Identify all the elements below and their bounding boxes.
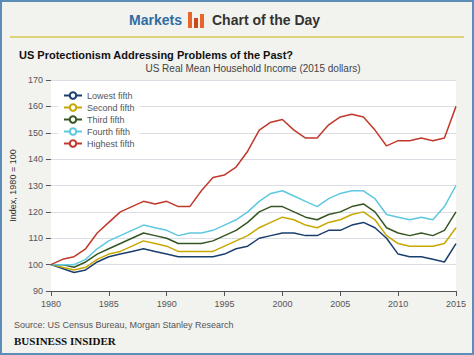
svg-text:Lowest fifth: Lowest fifth — [87, 91, 133, 101]
svg-text:Fourth fifth: Fourth fifth — [87, 127, 130, 137]
svg-text:US Protectionism Addressing Pr: US Protectionism Addressing Problems of … — [19, 49, 293, 61]
svg-text:110: 110 — [29, 233, 43, 243]
svg-text:2010: 2010 — [388, 299, 408, 309]
svg-text:US Real Mean Household Income: US Real Mean Household Income (2015 doll… — [145, 63, 360, 74]
svg-text:Source: US Census Bureau, Morg: Source: US Census Bureau, Morgan Stanley… — [14, 320, 234, 330]
svg-text:Third fifth: Third fifth — [87, 115, 125, 125]
svg-text:Index, 1980 = 100: Index, 1980 = 100 — [8, 149, 18, 221]
svg-text:Second fifth: Second fifth — [87, 103, 135, 113]
svg-text:160: 160 — [28, 101, 43, 111]
svg-text:90: 90 — [33, 286, 43, 296]
svg-text:1980: 1980 — [41, 299, 61, 309]
svg-text:150: 150 — [28, 128, 43, 138]
svg-text:170: 170 — [28, 75, 43, 85]
svg-text:120: 120 — [28, 207, 43, 217]
svg-text:130: 130 — [28, 181, 43, 191]
svg-text:2000: 2000 — [272, 299, 292, 309]
svg-text:1995: 1995 — [215, 299, 235, 309]
svg-text:1990: 1990 — [157, 299, 177, 309]
svg-text:Highest fifth: Highest fifth — [87, 139, 135, 149]
svg-text:140: 140 — [28, 154, 43, 164]
svg-text:100: 100 — [28, 260, 43, 270]
svg-text:1985: 1985 — [99, 299, 119, 309]
svg-text:BUSINESS INSIDER: BUSINESS INSIDER — [14, 335, 117, 347]
svg-text:2005: 2005 — [330, 299, 350, 309]
svg-text:Markets: Markets — [129, 12, 182, 28]
svg-text:Chart of the Day: Chart of the Day — [212, 12, 320, 28]
svg-text:2015: 2015 — [446, 299, 466, 309]
